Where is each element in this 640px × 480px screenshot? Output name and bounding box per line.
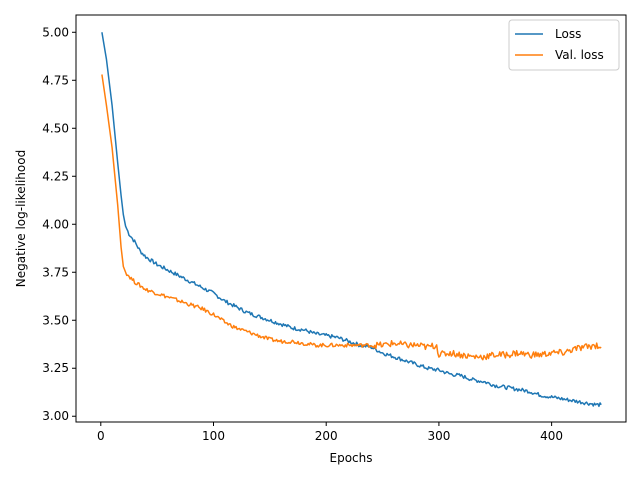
- x-tick-label: 400: [540, 429, 563, 443]
- legend: Loss Val. loss: [508, 19, 620, 71]
- y-tick-label: 4.75: [42, 73, 69, 87]
- x-tick-label: 200: [315, 429, 338, 443]
- y-axis-label: Negative log-likelihood: [14, 150, 28, 287]
- legend-label: Loss: [555, 27, 581, 41]
- y-tick-label: 5.00: [42, 25, 69, 39]
- x-tick-label: 0: [97, 429, 105, 443]
- series-line-loss: [101, 32, 602, 408]
- y-tick-label: 3.50: [42, 313, 69, 327]
- legend-frame: [508, 19, 620, 71]
- plot-area: [101, 32, 602, 408]
- y-tick-label: 3.25: [42, 361, 69, 375]
- y-tick-label: 4.00: [42, 217, 69, 231]
- y-tick-label: 4.50: [42, 121, 69, 135]
- y-axis-ticks: 3.00 3.25 3.50 3.75 4.00 4.25 4.50 4.75 5.00: [42, 25, 76, 423]
- x-tick-label: 100: [202, 429, 225, 443]
- legend-label: Val. loss: [555, 48, 604, 62]
- x-axis-ticks: 0 100 200 300 400: [97, 422, 563, 443]
- plot-frame: [75, 14, 627, 423]
- y-tick-label: 4.25: [42, 169, 69, 183]
- x-axis-label: Epochs: [330, 451, 373, 465]
- y-tick-label: 3.75: [42, 265, 69, 279]
- y-tick-label: 3.00: [42, 409, 69, 423]
- x-tick-label: 300: [427, 429, 450, 443]
- series-line-val-loss: [101, 74, 602, 361]
